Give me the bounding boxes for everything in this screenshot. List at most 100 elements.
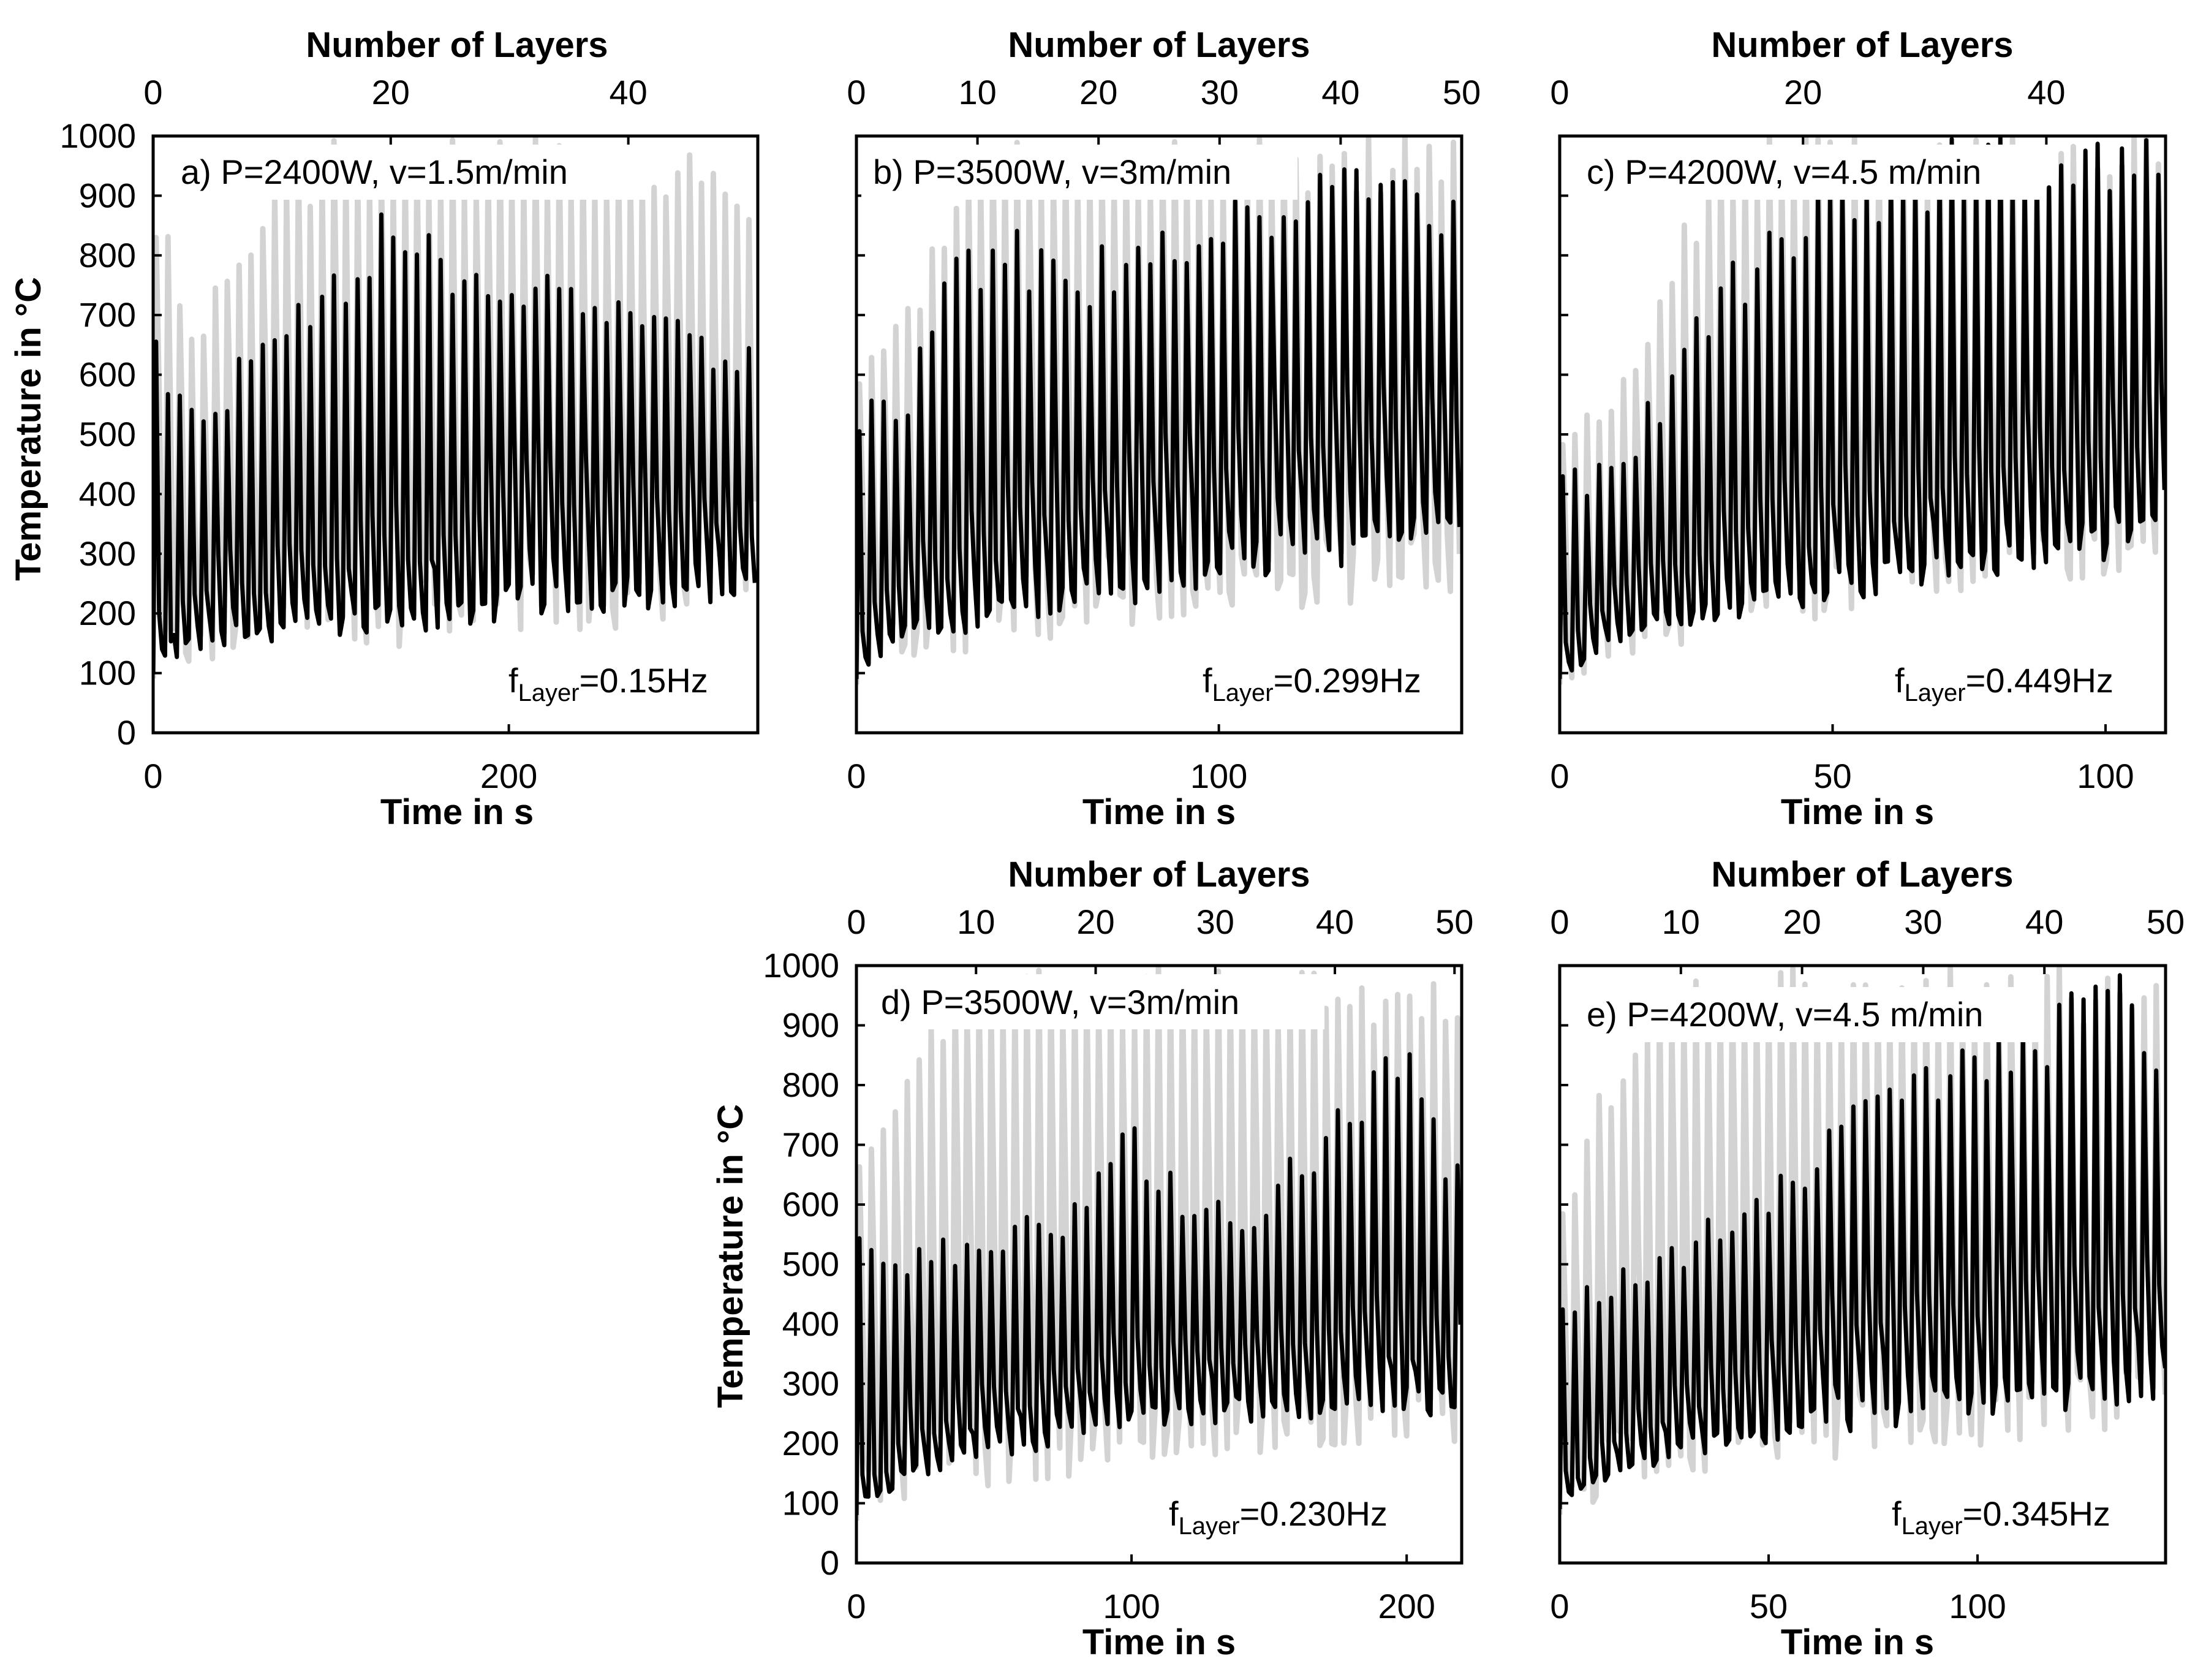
panel-b-xtick-label: 0 — [847, 757, 866, 795]
panel-e-top-xtick-label: 10 — [1662, 902, 1700, 941]
panel-d-label-box — [869, 974, 1324, 1029]
panel-c-xtick-label: 0 — [1550, 757, 1569, 795]
panel-e-top-xtick-label: 40 — [2025, 902, 2063, 941]
panel-d-label: d) P=3500W, v=3m/min — [881, 983, 1239, 1021]
panel-c-label-box — [1574, 145, 2040, 200]
panel-a-ytick-label: 1000 — [59, 116, 136, 155]
panel-a-ytick-label: 100 — [79, 654, 136, 692]
panel-e-top-xtick-label: 50 — [2147, 902, 2185, 941]
panel-a-xtick-label: 0 — [143, 757, 162, 795]
panel-a-ytick-label: 200 — [79, 594, 136, 632]
panel-d-top-xtick-label: 50 — [1435, 902, 1473, 941]
panel-a-series-black — [153, 212, 757, 673]
panel-b-top-xtick-label: 0 — [847, 73, 866, 112]
panel-d-xtick-label: 0 — [847, 1587, 866, 1625]
panel-e: 0 50 100 0 10 20 30 40 50 Number of Layers Time … — [1550, 855, 2185, 1662]
panel-a-x-axis-label: Time in s — [380, 792, 534, 832]
panel-a-ytick-label: 800 — [79, 236, 136, 274]
panel-d-ytick-label: 300 — [782, 1364, 839, 1403]
panel-d-series-black — [856, 1052, 1462, 1515]
panel-d-ytick-label: 0 — [820, 1543, 839, 1582]
panel-c: 0 50 100 0 20 40 Number of Layers Time in s c… — [1550, 25, 2167, 832]
panel-e-label: e) P=4200W, v=4.5 m/min — [1587, 995, 1983, 1034]
panel-d-top-xtick-label: 20 — [1076, 902, 1114, 941]
panel-a-ytick-label: 300 — [79, 534, 136, 573]
panel-d-xtick-label: 100 — [1103, 1587, 1160, 1625]
panel-d-ytick-label: 100 — [782, 1484, 839, 1523]
panel-d-ytick-label: 600 — [782, 1185, 839, 1224]
panel-e-label-box — [1574, 987, 2040, 1042]
panel-d-ytick-label: 800 — [782, 1065, 839, 1104]
panel-c-xtick-label: 50 — [1813, 757, 1851, 795]
panel-b-top-xtick-label: 40 — [1321, 73, 1359, 112]
panel-a-label-box — [167, 145, 646, 200]
panel-e-top-xtick-label: 30 — [1904, 902, 1942, 941]
panel-e-top-xtick-label: 20 — [1783, 902, 1821, 941]
panel-c-series-black — [1560, 136, 2166, 679]
panel-a-ytick-label: 0 — [117, 713, 136, 752]
panel-c-top-xtick-label: 20 — [1784, 73, 1822, 112]
panel-b-top-xtick-label: 50 — [1443, 73, 1481, 112]
panel-b-plot-area: 0 100 0 10 20 30 40 50 — [847, 73, 1481, 795]
panel-d-x-axis-label: Time in s — [1082, 1622, 1236, 1662]
panel-b-top-xtick-label: 10 — [958, 73, 996, 112]
panel-d-ytick-label: 700 — [782, 1126, 839, 1164]
panel-e-xtick-label: 50 — [1750, 1587, 1788, 1625]
panel-d-ytick-label: 200 — [782, 1424, 839, 1462]
panel-a-label: a) P=2400W, v=1.5m/min — [181, 153, 568, 191]
panel-b-frequency: fLayer=0.299Hz — [1203, 661, 1421, 706]
panel-e-plot-area: 0 50 100 0 10 20 30 40 50 — [1550, 902, 2185, 1625]
panel-e-xtick-label: 0 — [1550, 1587, 1569, 1625]
panel-d-frequency: fLayer=0.230Hz — [1169, 1494, 1388, 1540]
panel-e-frequency: fLayer=0.345Hz — [1892, 1494, 2110, 1540]
panel-d-y-axis-label: Temperature in °C — [711, 1104, 750, 1408]
panel-c-label: c) P=4200W, v=4.5 m/min — [1587, 153, 1981, 191]
panel-c-xtick-label: 100 — [2077, 757, 2134, 795]
panel-e-top-xtick-label: 0 — [1550, 902, 1569, 941]
panel-b-x-axis-label: Time in s — [1082, 792, 1236, 832]
panel-e-x-axis-label: Time in s — [1781, 1622, 1934, 1662]
panel-a-top-xtick-label: 40 — [609, 73, 647, 112]
panel-a-y-axis-label: Temperature in °C — [9, 277, 48, 581]
panel-b-top-xtick-label: 30 — [1201, 73, 1239, 112]
panel-d-top-axis-label: Number of Layers — [1008, 855, 1310, 895]
panel-a-ytick-label: 500 — [79, 415, 136, 453]
panel-a-ytick-label: 700 — [79, 295, 136, 334]
panel-c-frequency: fLayer=0.449Hz — [1895, 661, 2113, 706]
panel-d-ytick-label: 400 — [782, 1304, 839, 1343]
panel-d-ytick-label: 1000 — [763, 946, 839, 985]
panel-e-xtick-label: 100 — [1949, 1587, 2006, 1625]
panel-d-xtick-label: 200 — [1378, 1587, 1435, 1625]
panel-c-plot-area: 0 50 100 0 20 40 — [1550, 73, 2167, 795]
panel-a-top-xtick-label: 0 — [143, 73, 162, 112]
panel-b-series-black — [856, 167, 1462, 679]
panel-a-xtick-label: 200 — [480, 757, 537, 795]
panel-d-top-xtick-label: 30 — [1196, 902, 1234, 941]
panel-d-ytick-label: 900 — [782, 1006, 839, 1045]
panel-a-frequency: fLayer=0.15Hz — [508, 661, 708, 706]
panel-c-x-axis-label: Time in s — [1781, 792, 1934, 832]
panel-a-top-xtick-label: 20 — [372, 73, 410, 112]
panel-d-ytick-label: 500 — [782, 1245, 839, 1284]
panel-e-top-axis-label: Number of Layers — [1711, 855, 2013, 895]
panel-b: 0 100 0 10 20 30 40 50 Number of Layers Time in… — [847, 25, 1481, 832]
panel-c-top-axis-label: Number of Layers — [1711, 25, 2013, 65]
panel-a-ytick-label: 400 — [79, 474, 136, 513]
panel-b-top-axis-label: Number of Layers — [1008, 25, 1310, 65]
panel-c-top-xtick-label: 0 — [1550, 73, 1569, 112]
panel-a-ytick-label: 600 — [79, 355, 136, 394]
panel-d-top-xtick-label: 40 — [1316, 902, 1354, 941]
panel-a-top-axis-label: Number of Layers — [306, 25, 608, 65]
panel-e-series-black — [1560, 973, 2166, 1510]
panel-b-label-box — [861, 145, 1298, 200]
panel-b-label: b) P=3500W, v=3m/min — [873, 153, 1231, 191]
panel-d-top-xtick-label: 0 — [847, 902, 866, 941]
panel-b-top-xtick-label: 20 — [1079, 73, 1117, 112]
panel-b-xtick-label: 100 — [1190, 757, 1247, 795]
panel-c-top-xtick-label: 40 — [2027, 73, 2065, 112]
